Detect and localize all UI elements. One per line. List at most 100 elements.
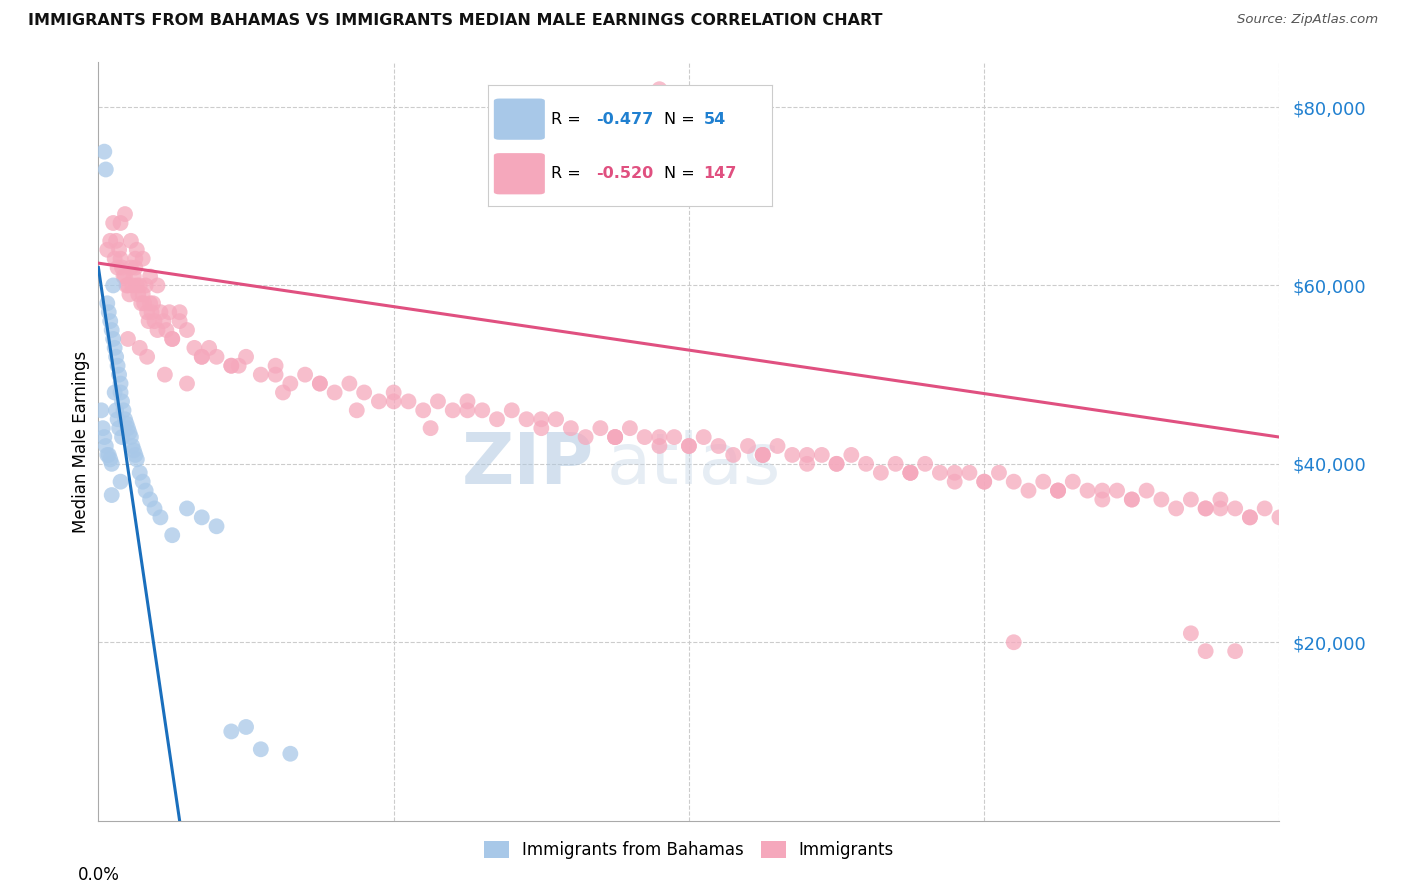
Point: [129, 296, 152, 310]
Point: [516, 412, 538, 426]
Point: [111, 260, 134, 275]
Point: [427, 394, 450, 409]
Point: [250, 742, 273, 756]
Text: 0.0%: 0.0%: [77, 866, 120, 884]
Point: [752, 448, 775, 462]
Point: [1150, 492, 1173, 507]
Point: [782, 448, 804, 462]
Point: [121, 278, 143, 293]
Point: [125, 452, 148, 467]
Point: [737, 439, 759, 453]
Point: [398, 394, 420, 409]
Point: [382, 394, 405, 409]
Point: [1209, 492, 1232, 507]
Point: [309, 376, 332, 391]
Point: [353, 385, 375, 400]
Point: [112, 403, 135, 417]
Point: [125, 278, 148, 293]
Point: [104, 341, 127, 355]
Point: [560, 421, 582, 435]
Point: [589, 421, 612, 435]
Point: [766, 439, 789, 453]
Point: [1091, 483, 1114, 498]
Point: [105, 234, 128, 248]
Point: [115, 278, 138, 293]
Point: [648, 439, 671, 453]
Point: [105, 403, 128, 417]
Point: [117, 421, 139, 435]
Point: [146, 278, 169, 293]
Point: [100, 488, 122, 502]
Point: [115, 417, 138, 431]
Point: [120, 430, 142, 444]
Point: [605, 430, 627, 444]
Point: [546, 412, 568, 426]
Point: [114, 207, 136, 221]
Point: [121, 439, 143, 453]
Point: [228, 359, 250, 373]
Point: [471, 403, 494, 417]
Point: [884, 457, 907, 471]
Point: [959, 466, 981, 480]
Point: [1046, 483, 1070, 498]
Text: IMMIGRANTS FROM BAHAMAS VS IMMIGRANTS MEDIAN MALE EARNINGS CORRELATION CHART: IMMIGRANTS FROM BAHAMAS VS IMMIGRANTS ME…: [28, 13, 883, 29]
Point: [634, 430, 657, 444]
Point: [162, 332, 183, 346]
Point: [149, 510, 172, 524]
Point: [100, 457, 122, 471]
Point: [441, 403, 464, 417]
Point: [97, 448, 120, 462]
Point: [1121, 492, 1143, 507]
Point: [104, 252, 127, 266]
Point: [825, 457, 848, 471]
Point: [135, 278, 157, 293]
Point: [142, 296, 165, 310]
Point: [235, 720, 257, 734]
Point: [900, 466, 922, 480]
Point: [105, 350, 128, 364]
Point: [108, 243, 131, 257]
Point: [114, 412, 136, 426]
Point: [619, 421, 641, 435]
Point: [110, 376, 132, 391]
Point: [855, 457, 877, 471]
Point: [135, 483, 157, 498]
Text: Source: ZipAtlas.com: Source: ZipAtlas.com: [1237, 13, 1378, 27]
Point: [149, 305, 172, 319]
Point: [973, 475, 995, 489]
Point: [605, 430, 627, 444]
Point: [169, 314, 191, 328]
Point: [346, 403, 368, 417]
Text: ZIP: ZIP: [463, 430, 595, 499]
Point: [235, 350, 257, 364]
Point: [110, 475, 132, 489]
Point: [139, 492, 162, 507]
Point: [271, 385, 294, 400]
Point: [323, 385, 346, 400]
Point: [100, 323, 122, 337]
Point: [111, 430, 134, 444]
Point: [98, 452, 121, 467]
Point: [221, 359, 243, 373]
Point: [118, 287, 141, 301]
Point: [132, 287, 155, 301]
Point: [1239, 510, 1261, 524]
Point: [94, 162, 117, 177]
Point: [94, 439, 117, 453]
Point: [205, 350, 228, 364]
Point: [1225, 501, 1247, 516]
Point: [1180, 626, 1202, 640]
Point: [280, 747, 302, 761]
Point: [1136, 483, 1159, 498]
Point: [114, 269, 136, 284]
Point: [98, 234, 121, 248]
Point: [118, 425, 141, 440]
Point: [132, 475, 155, 489]
Point: [124, 260, 146, 275]
Point: [176, 323, 198, 337]
Point: [825, 457, 848, 471]
Point: [98, 314, 121, 328]
Point: [678, 439, 700, 453]
Point: [152, 314, 174, 328]
Point: [1195, 644, 1218, 658]
